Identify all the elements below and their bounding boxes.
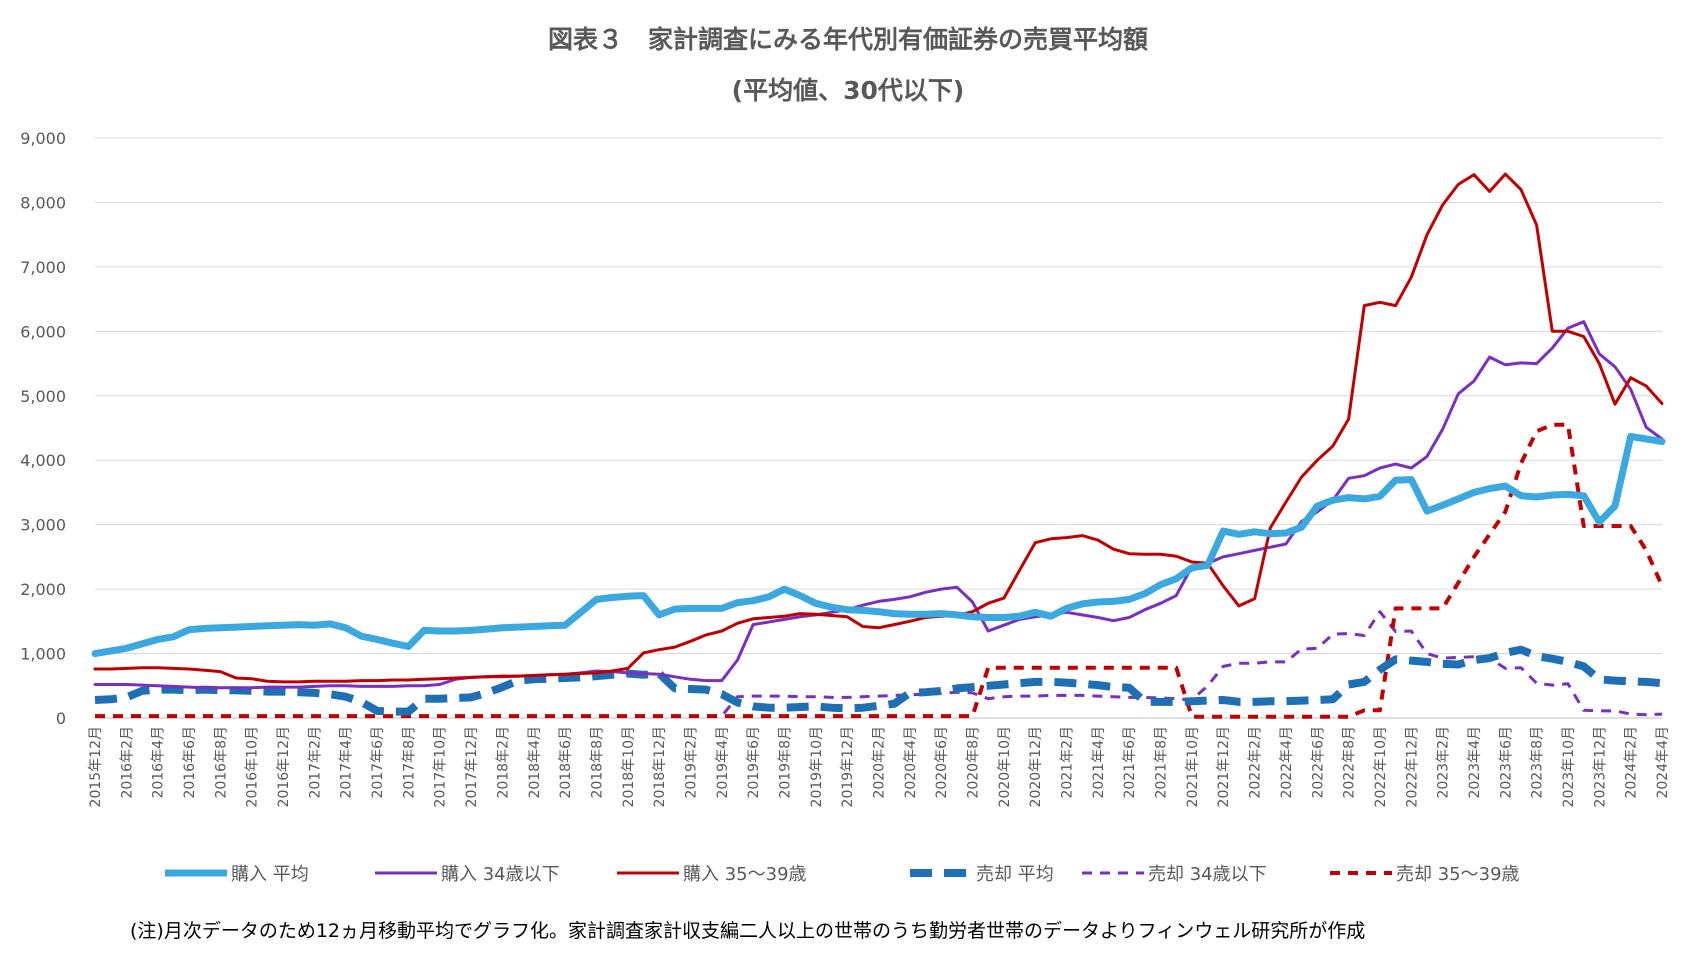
x-tick-label: 2016年6月 xyxy=(182,726,198,799)
series-line xyxy=(93,320,1664,690)
y-tick-label: 7,000 xyxy=(20,258,66,277)
y-tick-label: 3,000 xyxy=(20,516,66,535)
series-lines xyxy=(91,172,1666,719)
x-tick-label: 2016年8月 xyxy=(213,726,229,799)
x-tick-label: 2023年10月 xyxy=(1561,726,1577,807)
chart-title: 図表３ 家計調査にみる年代別有価証券の売買平均額 xyxy=(548,25,1148,54)
x-tick-label: 2020年2月 xyxy=(872,726,888,799)
x-tick-label: 2021年4月 xyxy=(1091,726,1107,799)
y-tick-label: 0 xyxy=(56,709,66,728)
series-line xyxy=(91,432,1666,658)
x-tick-label: 2019年10月 xyxy=(809,726,825,807)
x-tick-label: 2024年4月 xyxy=(1655,726,1671,799)
y-tick-label: 9,000 xyxy=(20,129,66,148)
x-tick-label: 2016年12月 xyxy=(276,726,292,807)
x-tick-label: 2019年8月 xyxy=(777,726,793,799)
x-tick-label: 2018年2月 xyxy=(495,726,511,799)
x-tick-label: 2018年10月 xyxy=(621,726,637,807)
x-tick-label: 2022年6月 xyxy=(1310,726,1326,799)
y-tick-label: 6,000 xyxy=(20,322,66,341)
x-tick-label: 2023年6月 xyxy=(1498,726,1514,799)
x-tick-label: 2022年12月 xyxy=(1404,726,1420,807)
x-tick-label: 2020年10月 xyxy=(997,726,1013,807)
chart-subtitle: (平均値、30代以下) xyxy=(732,76,965,105)
gridlines xyxy=(95,137,1662,719)
x-tick-label: 2020年6月 xyxy=(934,726,950,799)
legend-label: 購入 35～39歳 xyxy=(683,864,807,885)
x-axis-ticks: 2015年12月 2016年2月 2016年4月 2016年6月 2016年8月 2016… xyxy=(88,726,1671,807)
x-tick-label: 2021年2月 xyxy=(1060,726,1076,799)
y-tick-label: 2,000 xyxy=(20,580,66,599)
x-tick-label: 2021年10月 xyxy=(1185,726,1201,807)
x-tick-label: 2021年12月 xyxy=(1216,726,1232,807)
x-tick-label: 2017年4月 xyxy=(339,726,355,799)
x-tick-label: 2023年12月 xyxy=(1592,726,1608,807)
legend: 購入 平均 購入 34歳以下 購入 35～39歳 売却 平均 売却 34歳以下 売却 35… xyxy=(165,864,1520,885)
x-tick-label: 2019年12月 xyxy=(840,726,856,807)
legend-label: 売却 35～39歳 xyxy=(1396,864,1520,885)
series-line xyxy=(95,422,1664,719)
x-tick-label: 2019年4月 xyxy=(715,726,731,799)
x-tick-label: 2024年2月 xyxy=(1624,726,1640,799)
y-tick-label: 5,000 xyxy=(20,387,66,406)
x-tick-label: 2018年8月 xyxy=(589,726,605,799)
x-tick-label: 2023年2月 xyxy=(1436,726,1452,799)
x-tick-label: 2019年2月 xyxy=(683,726,699,799)
x-tick-label: 2017年10月 xyxy=(433,726,449,807)
x-tick-label: 2018年6月 xyxy=(558,726,574,799)
y-tick-label: 4,000 xyxy=(20,451,66,470)
legend-label: 購入 平均 xyxy=(231,864,309,885)
y-tick-label: 8,000 xyxy=(20,193,66,212)
x-tick-label: 2020年8月 xyxy=(966,726,982,799)
x-tick-label: 2022年4月 xyxy=(1279,726,1295,799)
x-tick-label: 2016年10月 xyxy=(245,726,261,807)
x-tick-label: 2018年12月 xyxy=(652,726,668,807)
x-tick-label: 2016年2月 xyxy=(119,726,135,799)
x-tick-label: 2021年6月 xyxy=(1122,726,1138,799)
series-line xyxy=(93,172,1664,684)
x-tick-label: 2020年4月 xyxy=(903,726,919,799)
y-tick-label: 1,000 xyxy=(20,645,66,664)
legend-label: 購入 34歳以下 xyxy=(441,864,560,885)
x-tick-label: 2015年12月 xyxy=(88,726,104,807)
legend-label: 売却 平均 xyxy=(976,864,1054,885)
x-tick-label: 2017年2月 xyxy=(307,726,323,799)
x-tick-label: 2017年6月 xyxy=(370,726,386,799)
x-tick-label: 2017年8月 xyxy=(401,726,417,799)
x-tick-label: 2023年8月 xyxy=(1530,726,1546,799)
x-tick-label: 2016年4月 xyxy=(151,726,167,799)
x-tick-label: 2019年6月 xyxy=(746,726,762,799)
x-tick-label: 2018年4月 xyxy=(527,726,543,799)
x-tick-label: 2022年2月 xyxy=(1248,726,1264,799)
y-axis-ticks: 0 1,000 2,000 3,000 4,000 5,000 6,000 7,000 8,00… xyxy=(20,129,66,728)
x-tick-label: 2021年8月 xyxy=(1154,726,1170,799)
source-note: (注)月次データのため12ヵ月移動平均でグラフ化。家計調査家計収支編二人以上の世… xyxy=(130,920,1365,942)
x-tick-label: 2023年4月 xyxy=(1467,726,1483,799)
legend-label: 売却 34歳以下 xyxy=(1148,864,1267,885)
x-tick-label: 2022年8月 xyxy=(1342,726,1358,799)
x-tick-label: 2020年12月 xyxy=(1028,726,1044,807)
x-tick-label: 2022年10月 xyxy=(1373,726,1389,807)
x-tick-label: 2017年12月 xyxy=(464,726,480,807)
